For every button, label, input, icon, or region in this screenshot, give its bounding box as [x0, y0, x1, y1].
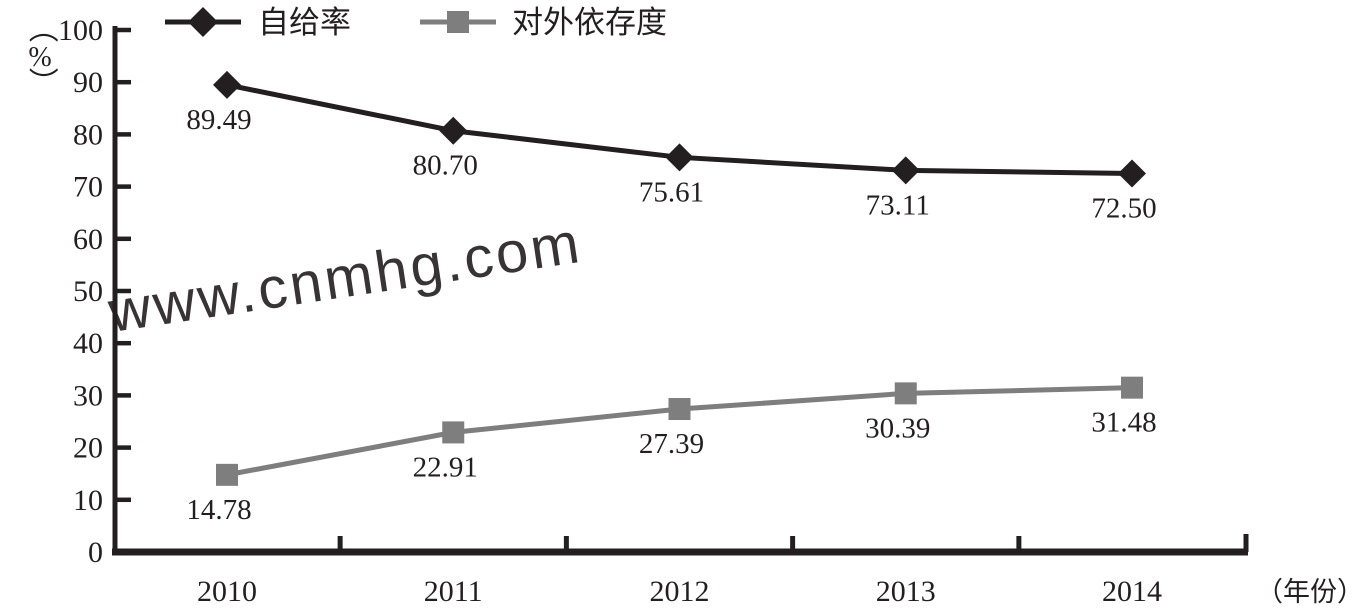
y-axis-tick-label: 40	[73, 327, 103, 360]
y-axis-tick-label: 60	[73, 223, 103, 256]
legend-label: 自给率	[258, 5, 351, 40]
data-label: 80.70	[413, 150, 478, 182]
series-0-marker	[439, 116, 468, 145]
series-1-marker	[216, 463, 238, 486]
y-axis-tick-label: 10	[73, 484, 103, 517]
data-label: 75.61	[639, 176, 704, 208]
x-axis-tick-label: 2010	[197, 575, 257, 608]
x-axis-tick-label: 2014	[1102, 575, 1162, 608]
y-axis-tick-label: 30	[73, 379, 103, 412]
y-axis-tick-label: 50	[73, 275, 103, 308]
series-0-marker	[213, 70, 241, 99]
data-label: 14.78	[186, 494, 251, 526]
x-axis-tick-label: 2011	[424, 575, 483, 608]
x-axis-tick-label: 2013	[876, 575, 936, 608]
y-axis-unit-paren-close: ）	[25, 67, 58, 97]
legend-item: 自给率	[165, 5, 351, 40]
series-1-marker	[894, 382, 917, 405]
data-label: 31.48	[1091, 407, 1156, 439]
series-1-marker	[442, 421, 465, 444]
y-axis-tick-label: 90	[73, 66, 103, 99]
series-1-marker	[1121, 376, 1143, 399]
y-axis-tick-label: 70	[73, 171, 103, 204]
data-label: 22.91	[413, 451, 478, 483]
data-label: 27.39	[639, 428, 704, 460]
series-0-marker	[665, 143, 694, 172]
series-1-marker	[668, 398, 691, 421]
y-axis-tick-label: 80	[73, 118, 103, 151]
data-label: 73.11	[866, 189, 930, 221]
legend-marker	[188, 7, 218, 37]
watermark: www.cnmhg.com	[103, 210, 586, 345]
legend-item: 对外依存度	[420, 5, 667, 40]
y-axis-tick-label: 0	[88, 536, 103, 569]
y-axis-tick-label: 100	[58, 14, 103, 47]
x-axis-unit: （年份）	[1256, 577, 1353, 607]
data-label: 89.49	[186, 104, 251, 136]
data-label: 30.39	[865, 412, 930, 444]
series-0-marker	[1118, 159, 1146, 188]
x-axis-tick-label: 2012	[650, 575, 710, 608]
y-axis-unit-paren-open: （	[25, 13, 58, 43]
data-label: 72.50	[1091, 193, 1156, 225]
series-0-marker	[891, 156, 920, 185]
y-axis-unit-percent: %	[28, 42, 51, 73]
legend-marker	[447, 11, 469, 33]
legend-label: 对外依存度	[512, 5, 667, 40]
y-axis-tick-label: 20	[73, 432, 103, 465]
